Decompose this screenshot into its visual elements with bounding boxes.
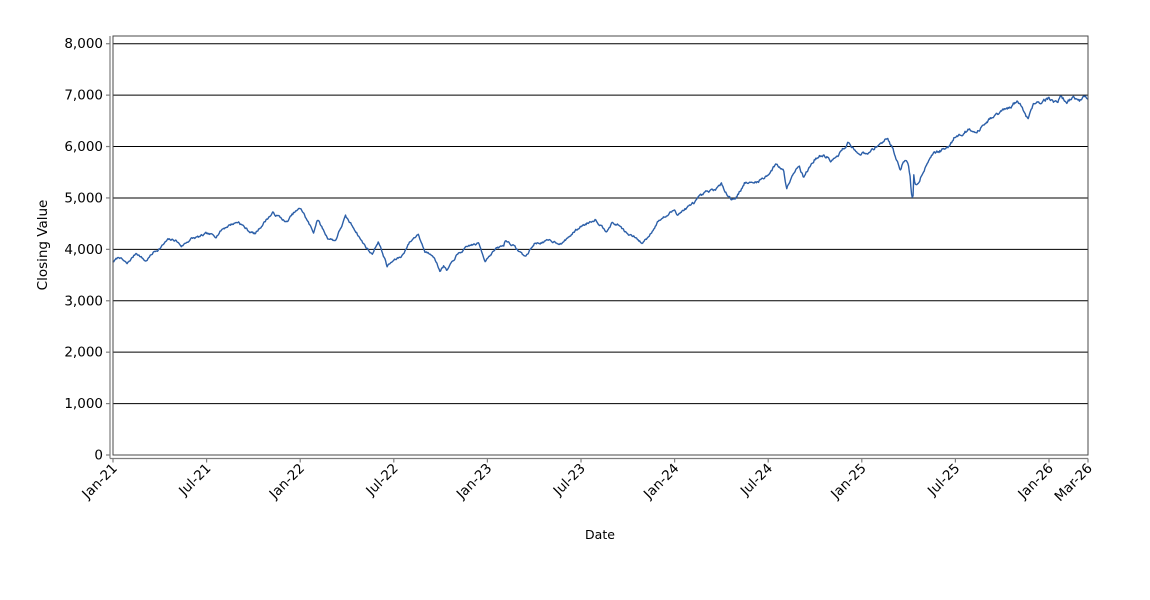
y-tick-label: 2,000 [64, 345, 103, 361]
y-tick-label: 4,000 [64, 242, 103, 258]
x-tick-label: Mar-26 [1052, 461, 1096, 505]
x-tick-label: Jul-22 [362, 461, 401, 500]
x-tick-label: Jan-22 [266, 461, 308, 503]
x-axis-title: Date [585, 527, 615, 542]
x-tick-label: Jan-26 [1014, 461, 1056, 503]
y-tick-label: 8,000 [64, 36, 103, 52]
series [112, 95, 1089, 273]
plot-border [112, 35, 1089, 456]
x-tick-label: Jul-25 [924, 461, 963, 500]
y-tick-label: 3,000 [64, 293, 103, 309]
gridlines [113, 43, 1088, 405]
x-tick-label: Jan-23 [453, 461, 495, 503]
x-tick-label: Jan-24 [640, 461, 682, 503]
axes: 0 1,000 2,000 3,000 4,000 5,000 6,000 7,000 8,00… [64, 36, 1096, 505]
closing-value-line [112, 95, 1089, 273]
x-tick-label: Jan-25 [827, 461, 869, 503]
y-tick-label: 7,000 [64, 88, 103, 104]
x-tick-label: Jul-23 [550, 461, 589, 500]
y-tick-label: 0 [94, 448, 103, 464]
y-axis-title: Closing Value [35, 200, 51, 291]
x-tick-label: Jul-21 [175, 461, 214, 500]
y-tick-label: 5,000 [64, 190, 103, 206]
y-tick-label: 6,000 [64, 139, 103, 155]
x-tick-label: Jul-24 [737, 461, 776, 500]
y-tick-label: 1,000 [64, 396, 103, 412]
x-tick-label: Jan-21 [78, 461, 120, 503]
